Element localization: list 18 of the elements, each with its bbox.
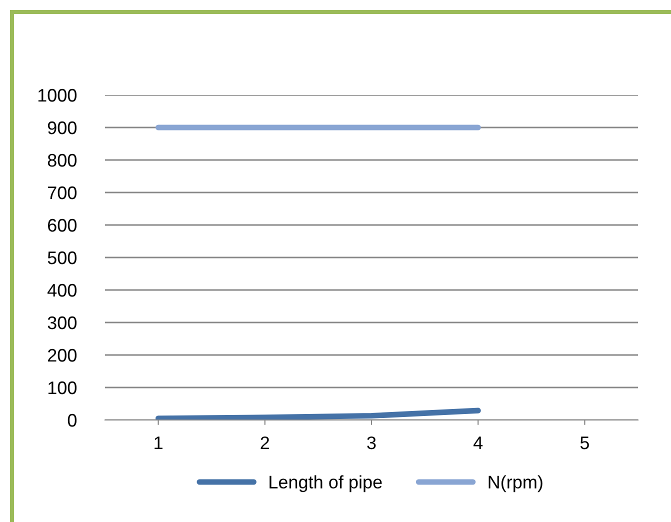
y-tick-label: 900 (48, 121, 77, 134)
legend-label: Length of pipe (270, 475, 382, 492)
y-tick-label: 200 (48, 348, 77, 362)
x-tick-label: 5 (580, 436, 589, 450)
y-tick-label: 1000 (38, 88, 77, 102)
y-tick-label: 0 (68, 414, 77, 427)
y-tick-label: 800 (48, 154, 77, 167)
legend-label: N(rpm) (488, 475, 542, 492)
y-tick-label: 500 (48, 251, 77, 264)
x-tick-label: 1 (154, 436, 162, 450)
y-tick-label: 400 (48, 284, 77, 297)
x-tick-label: 2 (260, 436, 270, 450)
y-tick-label: 600 (48, 218, 77, 232)
x-tick-label: 3 (367, 436, 376, 450)
y-tick-label: 100 (48, 381, 77, 394)
x-tick-label: 4 (473, 436, 483, 450)
y-tick-label: 300 (48, 316, 77, 330)
y-tick-label: 700 (48, 186, 77, 200)
